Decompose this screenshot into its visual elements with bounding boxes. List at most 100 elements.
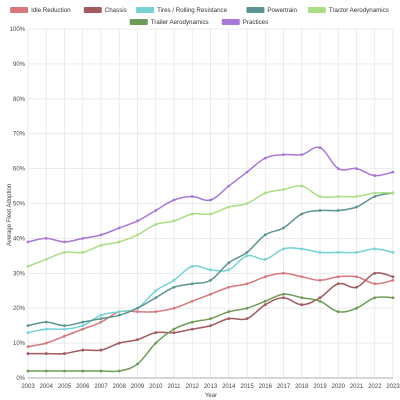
data-point[interactable] [245,282,249,286]
data-point[interactable] [263,233,267,237]
data-point[interactable] [26,345,30,348]
data-point[interactable] [245,202,249,205]
data-point[interactable] [99,243,103,247]
data-point[interactable] [63,250,66,254]
legend-item-trailer-aerodynamics[interactable]: Trailer Aerodynamics [129,19,209,26]
data-point[interactable] [209,212,212,216]
data-point[interactable] [336,310,340,314]
data-point[interactable] [99,369,103,373]
data-point[interactable] [81,324,85,328]
data-point[interactable] [318,209,322,212]
data-point[interactable] [373,195,377,198]
data-point[interactable] [154,341,158,345]
data-point[interactable] [172,198,176,202]
data-point[interactable] [300,296,304,300]
data-point[interactable] [117,369,121,373]
data-point[interactable] [63,352,66,355]
data-point[interactable] [391,191,395,195]
data-point[interactable] [355,167,358,171]
data-point[interactable] [172,278,176,282]
data-point[interactable] [373,191,377,195]
data-point[interactable] [136,219,139,223]
data-point[interactable] [318,146,322,150]
data-point[interactable] [26,240,30,244]
legend-item-practices[interactable]: Practices [221,19,268,26]
data-point[interactable] [136,338,139,342]
data-point[interactable] [154,331,158,335]
data-point[interactable] [336,275,340,279]
data-point[interactable] [172,306,176,310]
data-point[interactable] [209,292,212,296]
data-point[interactable] [318,299,322,303]
data-point[interactable] [99,233,103,237]
data-point[interactable] [190,282,194,286]
data-point[interactable] [190,320,194,324]
legend-item-tires-rolling-resistance[interactable]: Tires / Rolling Resistance [136,7,228,14]
data-point[interactable] [391,170,395,174]
data-point[interactable] [99,320,103,324]
data-point[interactable] [300,247,304,251]
data-point[interactable] [44,320,48,324]
data-point[interactable] [227,268,231,272]
data-point[interactable] [154,310,158,314]
data-point[interactable] [336,195,340,198]
data-point[interactable] [355,250,358,254]
data-point[interactable] [300,275,304,279]
data-point[interactable] [282,292,285,296]
data-point[interactable] [373,174,377,177]
data-point[interactable] [355,285,358,289]
data-point[interactable] [300,303,304,307]
data-point[interactable] [355,275,358,279]
data-point[interactable] [209,324,212,328]
legend-item-chassis[interactable]: Chassis [83,7,127,14]
data-point[interactable] [227,317,231,321]
data-point[interactable] [81,237,85,240]
data-point[interactable] [154,289,158,293]
data-point[interactable] [209,278,212,282]
data-point[interactable] [117,310,121,314]
data-point[interactable] [300,212,304,216]
data-point[interactable] [190,195,194,198]
data-point[interactable] [282,271,285,275]
data-point[interactable] [117,240,121,244]
data-point[interactable] [318,250,322,254]
data-point[interactable] [172,219,176,223]
data-point[interactable] [172,285,176,289]
data-point[interactable] [245,250,249,254]
data-point[interactable] [63,334,66,338]
data-point[interactable] [282,226,285,230]
data-point[interactable] [190,327,194,331]
data-point[interactable] [63,240,66,244]
data-point[interactable] [336,167,340,171]
data-point[interactable] [263,275,267,279]
data-point[interactable] [209,268,212,272]
data-point[interactable] [263,191,267,195]
data-point[interactable] [44,352,48,355]
data-point[interactable] [336,282,340,286]
data-point[interactable] [245,317,249,321]
data-point[interactable] [336,209,340,212]
data-point[interactable] [227,261,231,265]
legend-item-powertrain[interactable]: Powertrain [246,7,298,14]
data-point[interactable] [26,331,30,335]
data-point[interactable] [26,352,30,355]
data-point[interactable] [117,341,121,345]
data-point[interactable] [117,226,121,230]
data-point[interactable] [318,278,322,282]
data-point[interactable] [26,264,30,268]
data-point[interactable] [373,271,377,275]
data-point[interactable] [391,275,395,279]
data-point[interactable] [63,369,66,373]
data-point[interactable] [172,327,176,331]
data-point[interactable] [391,250,395,254]
data-point[interactable] [44,257,48,261]
data-point[interactable] [172,331,176,335]
data-point[interactable] [209,317,212,321]
data-point[interactable] [300,184,304,188]
data-point[interactable] [355,205,358,209]
data-point[interactable] [373,296,377,300]
data-point[interactable] [44,341,48,345]
data-point[interactable] [44,327,48,331]
data-point[interactable] [245,306,249,310]
legend-item-idle-reduction[interactable]: Idle Reduction [10,7,71,14]
